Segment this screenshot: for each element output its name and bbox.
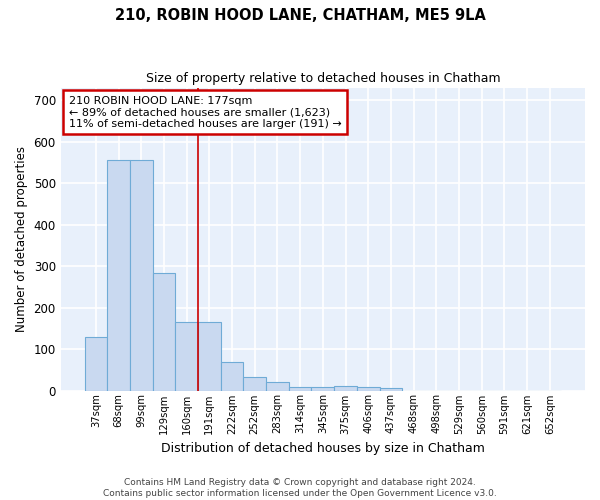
Title: Size of property relative to detached houses in Chatham: Size of property relative to detached ho… (146, 72, 500, 86)
Bar (198, 322, 221, 390)
Bar (289, 387, 311, 390)
Bar (244, 377, 266, 390)
Bar (266, 382, 289, 390)
Bar (130, 160, 152, 390)
Bar (334, 386, 357, 390)
Bar (380, 388, 402, 390)
Text: 210, ROBIN HOOD LANE, CHATHAM, ME5 9LA: 210, ROBIN HOOD LANE, CHATHAM, ME5 9LA (115, 8, 485, 22)
Text: 210 ROBIN HOOD LANE: 177sqm
← 89% of detached houses are smaller (1,623)
11% of : 210 ROBIN HOOD LANE: 177sqm ← 89% of det… (68, 96, 341, 129)
Text: Contains HM Land Registry data © Crown copyright and database right 2024.
Contai: Contains HM Land Registry data © Crown c… (103, 478, 497, 498)
Bar (311, 387, 334, 390)
Bar (221, 362, 244, 390)
Bar (107, 160, 130, 390)
Bar (85, 336, 107, 390)
Bar (357, 387, 380, 390)
Bar (175, 322, 198, 390)
Bar (152, 274, 175, 390)
Y-axis label: Number of detached properties: Number of detached properties (15, 146, 28, 332)
X-axis label: Distribution of detached houses by size in Chatham: Distribution of detached houses by size … (161, 442, 485, 455)
